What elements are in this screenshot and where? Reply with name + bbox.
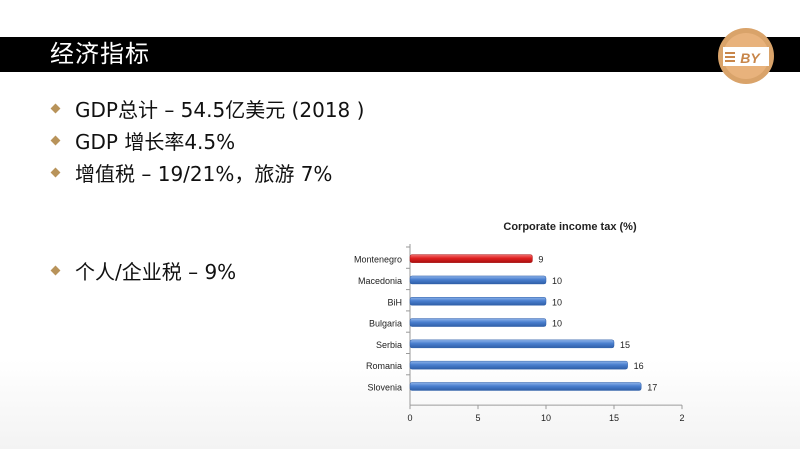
data-label: 10 <box>552 319 562 329</box>
chart-title: Corporate income tax (%) <box>503 221 637 233</box>
x-tick-label: 15 <box>609 413 619 423</box>
bullet-vat: 增值税 – 19/21%，旅游 7% <box>50 158 332 187</box>
logo-text: BY <box>740 50 761 66</box>
category-label: Bulgaria <box>369 319 402 329</box>
x-tick-label: 2 <box>679 413 684 423</box>
x-tick-label: 5 <box>475 413 480 423</box>
bar-slovenia <box>409 382 642 391</box>
category-label: Montenegro <box>354 255 402 265</box>
x-tick-label: 0 <box>407 413 412 423</box>
bar-montenegro <box>409 254 533 263</box>
company-logo-icon: BY <box>718 28 774 84</box>
data-label: 16 <box>634 361 644 371</box>
category-label: Serbia <box>376 340 402 350</box>
bar-bih <box>409 297 547 306</box>
data-label: 10 <box>552 297 562 307</box>
category-label: Macedonia <box>358 276 402 286</box>
bullet-text: 个人/企业税 – 9% <box>75 260 237 284</box>
x-tick-label: 10 <box>541 413 551 423</box>
data-label: 10 <box>552 276 562 286</box>
category-label: BiH <box>387 297 402 307</box>
bullet-gdp-growth: GDP 增长率4.5% <box>50 126 235 155</box>
diamond-bullet-icon <box>50 265 61 276</box>
data-label: 15 <box>620 340 630 350</box>
category-label: Slovenia <box>367 382 402 392</box>
diamond-bullet-icon <box>50 103 61 114</box>
data-label: 9 <box>538 255 543 265</box>
bar-macedonia <box>409 275 547 285</box>
bullet-text: 增值税 – 19/21%，旅游 7% <box>75 162 333 186</box>
title-bar <box>0 37 800 72</box>
chart-plot-area: Montenegro 9 Macedonia 10 BiH 10 Bulgaria 10 Ser… <box>354 244 685 423</box>
bullet-gdp-total: GDP总计 – 54.5亿美元 (2018 ) <box>50 94 364 123</box>
bar-bulgaria <box>409 318 547 327</box>
bullet-text: GDP总计 – 54.5亿美元 (2018 ) <box>75 98 365 122</box>
data-label: 17 <box>647 382 657 392</box>
category-label: Romania <box>366 361 402 371</box>
bullet-income-tax: 个人/企业税 – 9% <box>50 256 236 285</box>
slide-title: 经济指标 <box>50 40 150 68</box>
diamond-bullet-icon <box>50 135 61 146</box>
bar-serbia <box>409 339 615 349</box>
corporate-tax-chart: Corporate income tax (%) Montenegro 9 Mace… <box>354 221 685 423</box>
bullet-text: GDP 增长率4.5% <box>75 130 236 154</box>
bar-romania <box>409 360 628 370</box>
diamond-bullet-icon <box>50 167 61 178</box>
